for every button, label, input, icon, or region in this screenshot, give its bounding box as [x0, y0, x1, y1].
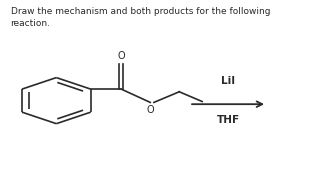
Text: LiI: LiI	[221, 76, 235, 86]
Text: Draw the mechanism and both products for the following
reaction.: Draw the mechanism and both products for…	[11, 7, 270, 28]
Text: O: O	[146, 105, 154, 114]
Text: THF: THF	[216, 115, 240, 125]
Text: O: O	[117, 51, 125, 61]
